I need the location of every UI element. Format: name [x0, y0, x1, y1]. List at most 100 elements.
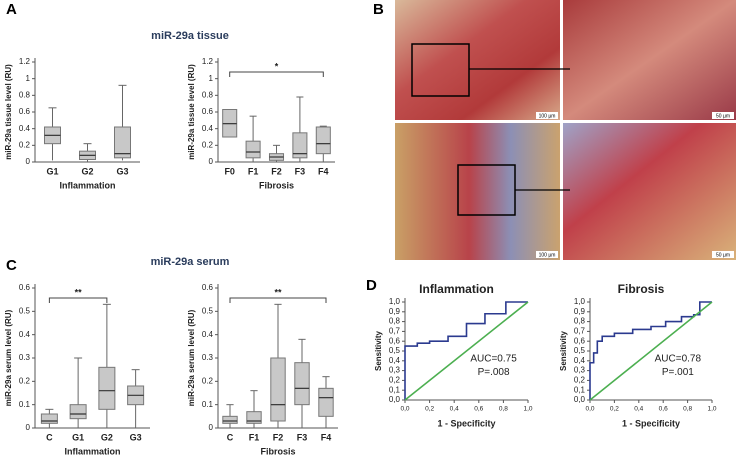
y-tick-label: 0.3: [19, 353, 31, 362]
scale-bar-label: 50 µm: [716, 252, 730, 258]
y-tick-label: 0,6: [574, 336, 586, 345]
y-tick-label: 0,4: [389, 356, 401, 365]
box: [69, 404, 87, 420]
box: [270, 357, 286, 422]
x-tick-label: F1: [249, 432, 260, 442]
y-tick-label: 0.8: [19, 90, 31, 99]
y-tick-label: 0,5: [574, 346, 586, 355]
y-tick-label: 0,7: [574, 327, 586, 336]
box: [98, 366, 116, 410]
box: [40, 413, 58, 424]
y-tick-label: 0: [26, 423, 31, 432]
y-tick-label: 1.2: [202, 57, 214, 66]
histology: 100 µm 50 µm 100 µm 50 µm: [395, 0, 736, 260]
x-tick-label: 0,6: [659, 406, 668, 413]
x-axis-label: Inflammation: [59, 180, 115, 190]
annotation: P=.008: [478, 367, 510, 378]
x-tick-label: F2: [273, 432, 284, 442]
x-tick-label: F1: [248, 166, 259, 176]
y-tick-label: 0.4: [19, 330, 31, 339]
y-tick-label: 1.2: [19, 57, 31, 66]
x-tick-label: G3: [116, 166, 128, 176]
x-tick-label: 0,2: [425, 406, 434, 413]
x-axis-label: 1 - Specificity: [437, 418, 495, 428]
x-axis-label: 1 - Specificity: [622, 418, 680, 428]
x-tick-label: F2: [271, 166, 282, 176]
box: [222, 415, 238, 424]
x-tick-label: 0,4: [450, 406, 459, 413]
y-tick-label: 0: [26, 157, 31, 166]
annotation: AUC=0.75: [470, 353, 517, 364]
y-tick-label: 0.5: [202, 306, 214, 315]
significance-bracket: [229, 297, 327, 303]
x-tick-label: 0,0: [585, 406, 594, 413]
y-tick-label: 0.4: [202, 330, 214, 339]
y-tick-label: 0,2: [574, 376, 586, 385]
zoom-box: [411, 43, 470, 97]
x-axis-label: Fibrosis: [259, 180, 294, 190]
y-tick-label: 0.4: [202, 124, 214, 133]
y-tick-label: 0,9: [574, 307, 586, 316]
x-tick-label: F4: [321, 432, 332, 442]
micrograph: [395, 123, 560, 260]
x-tick-label: 1,0: [523, 406, 532, 413]
y-tick-label: 0,4: [574, 356, 586, 365]
micrograph: [395, 0, 560, 120]
box: [318, 387, 334, 417]
y-tick-label: 0,1: [574, 385, 586, 394]
x-tick-label: 0,2: [610, 406, 619, 413]
scale-box: [712, 112, 734, 119]
y-tick-label: 0,0: [389, 395, 401, 404]
y-tick-label: 0: [209, 157, 214, 166]
box: [315, 126, 331, 155]
y-tick-label: 0.3: [202, 353, 214, 362]
y-tick-label: 0.1: [202, 400, 214, 409]
y-tick-label: 0,9: [389, 307, 401, 316]
box: [114, 126, 131, 159]
y-tick-label: 1,0: [574, 297, 586, 306]
box: [294, 362, 310, 406]
significance-bracket: [229, 71, 324, 77]
y-tick-label: 0.2: [19, 140, 31, 149]
x-axis-label: Fibrosis: [260, 446, 295, 456]
y-axis-label: miR-29a serum level (RU): [187, 309, 196, 406]
x-tick-label: C: [227, 432, 234, 442]
box: [246, 411, 262, 424]
y-tick-label: 0.2: [19, 376, 31, 385]
y-tick-label: 0,2: [389, 376, 401, 385]
y-tick-label: 0,3: [389, 366, 401, 375]
significance-label: **: [274, 287, 282, 297]
x-tick-label: 0,0: [400, 406, 409, 413]
roc-curve: [589, 301, 713, 401]
micrograph: [563, 123, 736, 260]
x-tick-label: 0,8: [499, 406, 508, 413]
x-axis-label: Inflammation: [64, 446, 120, 456]
x-tick-label: 0,8: [683, 406, 692, 413]
panel-label: B: [373, 1, 384, 18]
y-axis-label: miR-29a tissue level (RU): [4, 64, 13, 160]
x-tick-label: F3: [297, 432, 308, 442]
y-tick-label: 0.6: [202, 283, 214, 292]
y-axis-label: Sensitivity: [374, 330, 383, 371]
significance-label: *: [275, 61, 279, 71]
y-axis-label: Sensitivity: [559, 330, 568, 371]
y-tick-label: 0,5: [389, 346, 401, 355]
scale-box: [536, 112, 558, 119]
x-tick-label: F4: [318, 166, 329, 176]
y-tick-label: 0.5: [19, 306, 31, 315]
y-tick-label: 0.2: [202, 376, 214, 385]
y-tick-label: 0,0: [574, 395, 586, 404]
y-axis-label: miR-29a serum level (RU): [4, 309, 13, 406]
panel-label: A: [6, 1, 17, 18]
y-tick-label: 0,1: [389, 385, 401, 394]
y-tick-label: 0.2: [202, 140, 214, 149]
y-tick-label: 0,8: [389, 317, 401, 326]
scale-bar-label: 100 µm: [539, 252, 556, 258]
x-tick-label: 1,0: [707, 406, 716, 413]
y-tick-label: 0.6: [19, 283, 31, 292]
y-tick-label: 0,8: [574, 317, 586, 326]
roc-curve: [404, 301, 528, 400]
y-tick-label: 1: [209, 74, 214, 83]
scale-bar-label: 100 µm: [539, 113, 556, 119]
significance-bracket: [48, 297, 108, 303]
